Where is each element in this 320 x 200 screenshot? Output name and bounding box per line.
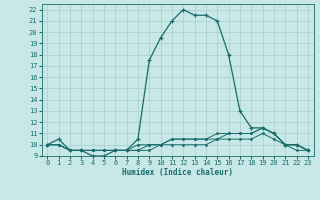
X-axis label: Humidex (Indice chaleur): Humidex (Indice chaleur) [122,168,233,177]
